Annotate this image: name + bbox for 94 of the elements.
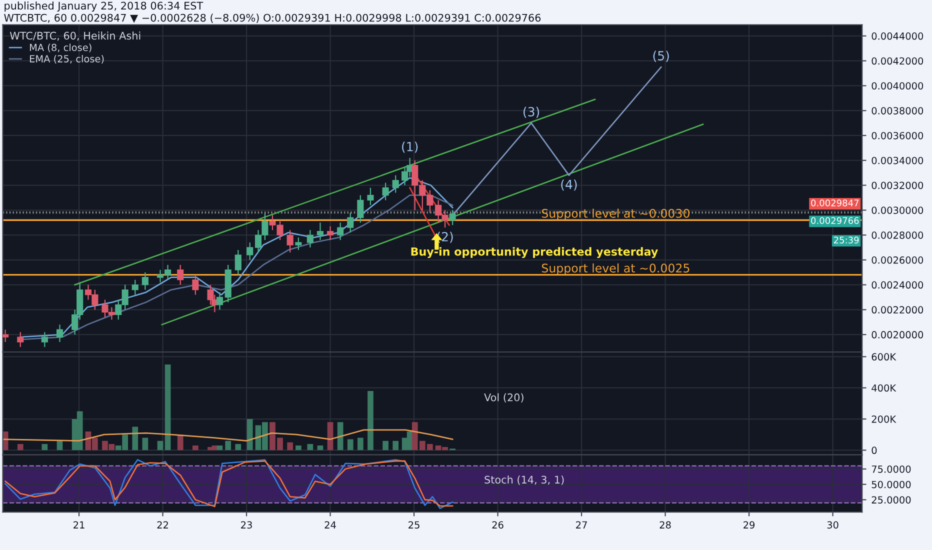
candlestick [392, 174, 399, 194]
candlestick [316, 222, 324, 241]
candlestick [2, 329, 9, 343]
candlestick [306, 230, 314, 248]
bar [132, 426, 138, 450]
bar [287, 442, 293, 450]
x-tick-label: 21 [74, 521, 84, 528]
legend-label: MA (8, close) [30, 44, 92, 52]
bar [157, 440, 164, 450]
bar [368, 390, 374, 450]
y-tick-label: 0.0034000 [872, 156, 924, 164]
y-tick-label: 0.0030000 [872, 206, 924, 214]
text: Vol (20) [484, 393, 524, 403]
bar [177, 434, 184, 450]
x-tick-label: 23 [241, 521, 252, 529]
bar [235, 444, 242, 450]
candlestick [142, 272, 148, 290]
x-tick-label: 28 [660, 521, 671, 529]
x-tick-label: 30 [827, 521, 838, 529]
annotation: (4) [561, 179, 577, 191]
candlestick [382, 182, 389, 201]
chart-subtitle: published January 25, 2018 06:34 EST [4, 2, 204, 12]
x-tick-label: 26 [492, 521, 504, 529]
candlestick [367, 187, 374, 206]
bar [216, 446, 223, 450]
bar [296, 446, 302, 450]
x-tick-label: 29 [744, 521, 755, 529]
y-tick-label: 0.0044000 [872, 32, 924, 40]
candlestick [347, 212, 354, 234]
annotation: (5) [653, 50, 669, 62]
y-tick-label: 0.0038000 [872, 107, 924, 114]
candlestick [286, 230, 294, 254]
bar [337, 422, 344, 450]
bar [42, 444, 48, 450]
line-series [2, 429, 454, 442]
bar [142, 438, 148, 450]
candlestick [295, 236, 302, 251]
candlestick [132, 279, 138, 296]
y-tick-label: 50.0000 [872, 480, 911, 488]
text: Stoch (14, 3, 1) [484, 476, 564, 485]
bar [317, 446, 324, 450]
chart-title: WTCBTC, 60 0.0029847 ▼ −0.0002628 (−8.09%) O:0.0029391 H:0.0029998 L:0.0029391 C:0.0029766 [4, 14, 541, 23]
bar [347, 439, 354, 450]
annotation: Buy-in opportunity predicted yesterday [411, 247, 658, 258]
candlestick [234, 249, 242, 276]
bar [225, 440, 232, 450]
candlestick [177, 264, 184, 286]
y-tick-label: 0.0020000 [872, 331, 924, 338]
legend-title: WTC/BTC, 60, Heikin Ashi [10, 32, 140, 41]
candlestick [216, 292, 223, 310]
candlestick [326, 226, 334, 241]
y-tick-label: 200K [872, 415, 896, 423]
y-tick-label: 0.0026000 [872, 256, 924, 264]
ref-line-label: Support level at ~0.0030 [542, 208, 690, 220]
y-tick-label: 0.0022000 [872, 306, 924, 314]
y-tick-label: 0.0042000 [872, 57, 924, 65]
candlestick [357, 194, 364, 224]
y-tick-label: 0.0024000 [872, 281, 924, 289]
candlestick [449, 210, 456, 226]
y-tick-label: 0 [872, 446, 877, 454]
x-tick-label: 27 [576, 521, 587, 528]
bar [164, 364, 171, 450]
annotation: (3) [523, 106, 540, 118]
y-tick-label: 25.0000 [872, 496, 911, 504]
bar [56, 440, 63, 450]
candlestick [192, 274, 199, 296]
y-tick-label: 0.0036000 [872, 132, 924, 140]
x-tick-label: 22 [157, 521, 168, 528]
candlestick [337, 222, 344, 241]
x-tick-label: 24 [324, 521, 336, 528]
bar [307, 444, 314, 450]
bar [192, 446, 198, 450]
y-tick-label: 0.0028000 [872, 232, 924, 239]
bar [382, 440, 388, 450]
ref-line-label: 0.0029766 [811, 217, 859, 224]
x-tick-label: 25 [408, 521, 420, 529]
y-tick-label: 0.0040000 [872, 82, 924, 90]
ref-line-label: Support level at ~0.0025 [542, 263, 690, 275]
y-tick-label: 0.0032000 [872, 182, 924, 190]
annotation: 25:39 [834, 236, 859, 244]
candlestick [41, 332, 48, 348]
bar [17, 444, 24, 450]
bar [357, 438, 364, 450]
candlestick [17, 332, 24, 348]
legend-label: EMA (25, close) [30, 54, 104, 64]
bar [246, 419, 253, 450]
candlestick [246, 242, 254, 260]
ref-line-label: 0.0029847 [811, 200, 859, 206]
bar [392, 440, 399, 450]
y-tick-label: 600K [872, 353, 896, 361]
candlestick [56, 324, 64, 343]
y-tick-label: 75.0000 [872, 465, 911, 473]
y-tick-label: 400K [872, 384, 896, 392]
annotation: (1) [402, 142, 418, 153]
